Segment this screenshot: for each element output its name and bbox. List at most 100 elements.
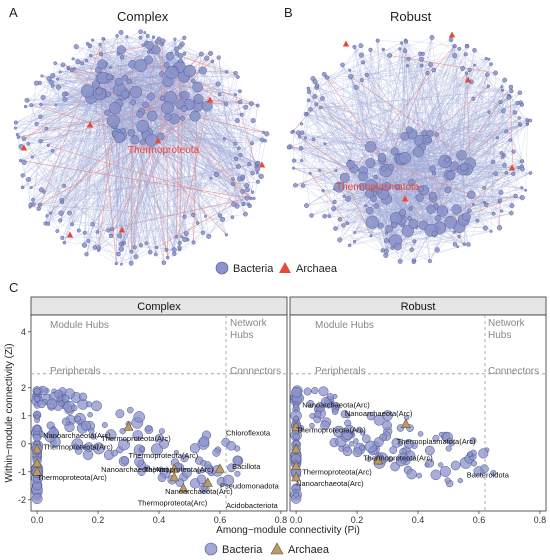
network-edge	[170, 97, 240, 180]
bacteria-node	[153, 252, 158, 257]
bacteria-node	[292, 182, 298, 188]
bacteria-node	[364, 189, 374, 198]
archaea-point	[400, 418, 411, 429]
network-edge	[63, 40, 93, 186]
bacteria-node	[484, 56, 488, 61]
bacteria-node	[220, 216, 226, 222]
bacteria-point	[158, 466, 164, 473]
bacteria-node	[171, 247, 177, 253]
network-robust	[286, 31, 533, 264]
bacteria-node	[513, 193, 518, 199]
bacteria-node	[520, 159, 525, 164]
network-edge	[377, 40, 407, 42]
bacteria-node	[128, 260, 134, 266]
bacteria-node	[116, 45, 126, 55]
bacteria-node	[143, 31, 147, 34]
bacteria-node	[256, 171, 259, 175]
bacteria-node	[116, 251, 121, 257]
y-tick-label: -2	[18, 495, 26, 505]
bacteria-node	[173, 46, 179, 52]
bacteria-node	[201, 100, 213, 112]
network-edge	[370, 162, 434, 174]
bacteria-node	[466, 190, 476, 200]
y-tick-label: 4	[21, 327, 26, 337]
bacteria-node	[382, 182, 392, 192]
facet-robust-region-labels: Module Hubs Network Hubs Peripherals Con…	[315, 318, 539, 377]
bacteria-node	[321, 188, 325, 193]
bacteria-node	[412, 146, 424, 158]
scatter-legend-archaea-label: Archaea	[288, 544, 330, 556]
bacteria-node	[517, 166, 521, 170]
bacteria-node	[147, 250, 153, 255]
network-edge	[488, 86, 523, 162]
bacteria-point	[31, 493, 43, 505]
network-edge	[306, 172, 507, 206]
bacteria-node	[333, 226, 338, 231]
network-legend: Bacteria Archaea	[215, 261, 338, 275]
network-edge	[167, 116, 217, 175]
network-edge	[320, 54, 466, 108]
bacteria-node	[352, 44, 357, 49]
network-edge	[235, 107, 246, 160]
facet-robust: Robust Module Hubs Network Hubs Peripher…	[289, 296, 547, 525]
bacteria-node	[147, 110, 158, 121]
network-edge	[20, 38, 105, 161]
bacteria-point	[48, 427, 59, 438]
bacteria-node	[452, 43, 457, 49]
bacteria-node	[358, 43, 364, 49]
bacteria-point	[403, 438, 414, 449]
bacteria-node	[248, 101, 254, 107]
network-nodes	[13, 29, 270, 266]
network-edge	[293, 168, 340, 188]
bacteria-node	[233, 70, 238, 76]
network-edge	[22, 108, 116, 176]
network-edge	[36, 114, 242, 125]
bacteria-node	[509, 203, 515, 209]
bacteria-node	[165, 52, 175, 61]
bacteria-node	[452, 53, 458, 59]
network-edge	[339, 219, 414, 263]
bacteria-node	[463, 52, 468, 57]
network-edge	[142, 126, 266, 141]
bacteria-point	[490, 469, 497, 477]
bacteria-node	[426, 204, 436, 214]
bacteria-point	[70, 404, 78, 412]
bacteria-node	[404, 39, 409, 44]
bacteria-node	[385, 225, 393, 233]
network-edge	[20, 160, 185, 217]
network-edge	[28, 143, 62, 201]
bacteria-node	[508, 138, 513, 142]
bacteria-point	[382, 420, 392, 431]
bacteria-node	[182, 214, 187, 219]
bacteria-node	[502, 77, 508, 83]
bacteria-node	[50, 83, 55, 88]
bacteria-point	[395, 456, 406, 467]
bacteria-point	[353, 438, 359, 444]
bacteria-node	[182, 35, 187, 40]
network-edge	[409, 195, 516, 219]
bacteria-node	[177, 245, 182, 250]
network-edge	[20, 92, 124, 161]
bacteria-node	[240, 189, 246, 194]
bacteria-node	[325, 75, 330, 80]
network-edge	[107, 112, 123, 245]
network-edge	[390, 68, 463, 168]
bacteria-node	[398, 47, 402, 51]
network-edge	[419, 64, 492, 198]
bacteria-point	[444, 477, 451, 484]
bacteria-node	[300, 183, 306, 188]
network-edge	[290, 81, 472, 147]
network-edge	[386, 53, 421, 241]
bacteria-point	[150, 443, 163, 456]
bacteria-node	[76, 228, 81, 233]
archaea-point	[214, 463, 225, 473]
bacteria-point	[80, 420, 91, 431]
network-edge	[409, 129, 438, 219]
network-edge	[413, 209, 432, 261]
bacteria-node	[347, 243, 352, 248]
bacteria-node	[20, 173, 25, 178]
bacteria-node	[397, 258, 403, 264]
bacteria-node	[467, 67, 472, 73]
bacteria-node	[61, 91, 67, 97]
bacteria-node	[84, 252, 89, 257]
